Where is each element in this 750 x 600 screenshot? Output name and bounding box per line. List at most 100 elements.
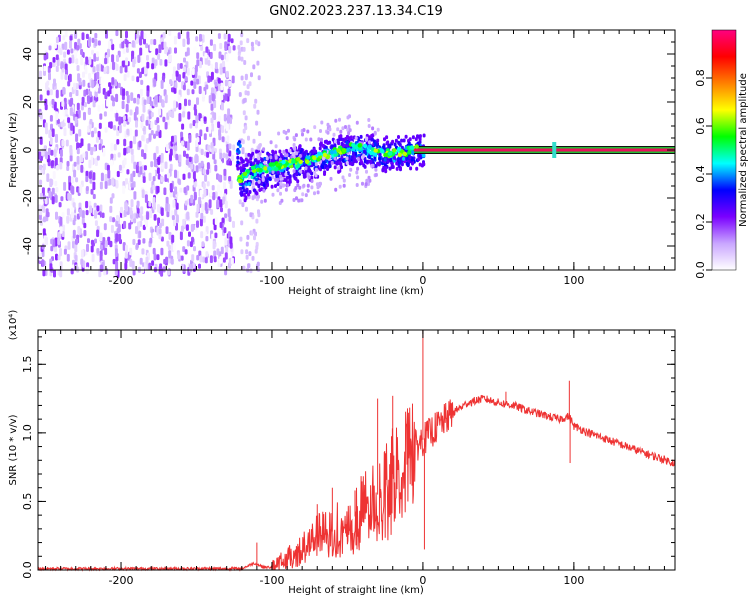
- snr-y-ticks: 0.0 0.5 1.0 1.5: [21, 336, 675, 579]
- heat-cell: [292, 173, 296, 178]
- heat-cell: [211, 147, 215, 155]
- heat-cell: [224, 44, 228, 51]
- heat-cell: [45, 127, 48, 135]
- heat-cell: [334, 118, 338, 123]
- heat-cell: [116, 215, 119, 222]
- heat-cell: [139, 212, 143, 218]
- heat-cell: [223, 113, 227, 122]
- heat-cell: [188, 156, 192, 163]
- heat-cell: [80, 48, 84, 56]
- heat-cell: [200, 212, 204, 220]
- heat-cell: [157, 102, 161, 110]
- heat-cell: [228, 80, 232, 87]
- heat-cell: [92, 66, 96, 73]
- heat-cell: [395, 161, 399, 166]
- heat-cell: [93, 80, 97, 87]
- y-tick-label: 1.5: [21, 356, 34, 374]
- heat-cell: [184, 51, 188, 57]
- heat-cell: [83, 89, 87, 97]
- heat-cell: [95, 85, 99, 92]
- heat-cell: [203, 133, 207, 141]
- heat-cell: [190, 223, 194, 232]
- ridge-point: [345, 148, 350, 153]
- heat-cell: [231, 154, 234, 162]
- heat-cell: [96, 248, 100, 254]
- heat-cell: [179, 231, 183, 241]
- heat-cell: [193, 191, 197, 201]
- ridge-point: [373, 148, 378, 153]
- heat-cell: [92, 193, 96, 200]
- heat-cell: [224, 237, 228, 246]
- heat-cell: [130, 182, 134, 188]
- x-tick-label: 100: [563, 274, 584, 287]
- heat-cell: [59, 268, 63, 278]
- heat-cell: [219, 152, 223, 160]
- heat-cell: [214, 191, 218, 199]
- ridge-point: [342, 148, 347, 153]
- heat-cell: [163, 41, 167, 49]
- heat-cell: [242, 46, 246, 52]
- heat-cell: [247, 181, 251, 186]
- heat-cell: [160, 247, 164, 256]
- heat-cell: [74, 31, 78, 39]
- heat-cell: [248, 251, 252, 257]
- heat-cell: [355, 183, 359, 187]
- heat-cell: [198, 162, 202, 169]
- heat-cell: [172, 199, 176, 208]
- heat-cell: [274, 144, 278, 149]
- heat-cell: [196, 254, 200, 261]
- heat-cell: [245, 241, 249, 247]
- heat-cell: [39, 192, 43, 200]
- heat-cell: [177, 32, 181, 40]
- heat-cell: [115, 93, 119, 103]
- heat-cell: [174, 209, 178, 216]
- heat-cell: [218, 174, 221, 182]
- heat-cell: [160, 80, 164, 89]
- heat-cell: [153, 79, 157, 87]
- heat-cell: [131, 154, 135, 162]
- heat-cell: [246, 234, 250, 240]
- heat-cell: [268, 176, 272, 181]
- heat-cell: [91, 37, 95, 43]
- heat-cell: [367, 124, 371, 128]
- heat-cell: [248, 81, 252, 87]
- heat-cell: [151, 63, 155, 70]
- heat-cell: [172, 242, 176, 251]
- heat-cell: [156, 117, 160, 124]
- heat-cell: [128, 117, 132, 123]
- heat-cell: [83, 229, 87, 237]
- heat-cell: [114, 248, 118, 258]
- heat-cell: [402, 138, 406, 143]
- heat-cell: [250, 72, 253, 78]
- heat-cell: [51, 98, 55, 106]
- heat-cell: [365, 178, 369, 183]
- heat-cell: [393, 155, 396, 160]
- heat-cell: [213, 112, 217, 121]
- heat-cell: [219, 63, 223, 69]
- heat-cell: [189, 123, 193, 129]
- heat-cell: [202, 256, 206, 263]
- heat-cell: [178, 102, 182, 110]
- heat-cell: [211, 87, 214, 94]
- heat-cell: [102, 237, 106, 245]
- x-tick-label: -200: [109, 274, 134, 287]
- heat-cell: [396, 157, 400, 162]
- heat-cell: [313, 171, 316, 175]
- heat-cell: [237, 150, 241, 155]
- heat-cell: [150, 39, 154, 45]
- heat-cell: [210, 142, 214, 150]
- heat-cell: [170, 258, 174, 265]
- heat-cell: [130, 92, 134, 101]
- heat-cell: [223, 227, 227, 234]
- heat-cell: [94, 238, 97, 244]
- heat-cell: [85, 33, 89, 40]
- heat-cell: [246, 159, 250, 164]
- heat-cell: [384, 169, 388, 174]
- heat-cell: [177, 252, 181, 260]
- heat-cell: [67, 81, 71, 87]
- heat-cell: [209, 255, 213, 264]
- heat-cell: [301, 192, 305, 197]
- heat-cell: [77, 38, 81, 46]
- heat-cell: [148, 110, 152, 120]
- heat-cell: [323, 172, 326, 176]
